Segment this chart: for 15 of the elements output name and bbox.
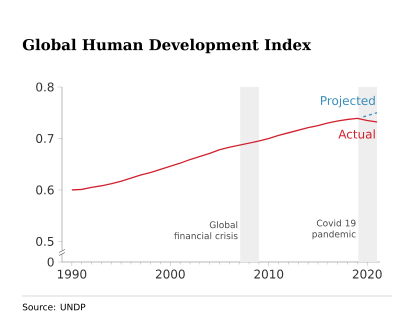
y-tick-label: 0.8: [36, 82, 54, 92]
y-tick-label: 0.5: [36, 236, 54, 246]
chart-title: Global Human Development Index: [22, 38, 312, 54]
series-label: Projected: [320, 96, 375, 108]
x-tick-label: 2020: [352, 270, 382, 279]
y-tick-label: 0.6: [36, 185, 54, 194]
x-tick-label: 2000: [156, 270, 185, 279]
band-label: Covid 19 pandemic: [312, 220, 356, 240]
y-tick-label: 0.7: [36, 134, 54, 144]
x-tick-label: 2010: [254, 270, 284, 279]
y-tick-label: 0: [48, 257, 54, 267]
x-tick-label: 1990: [58, 270, 86, 279]
series-label: Actual: [338, 129, 375, 139]
band-label: Global financial crisis: [174, 221, 238, 240]
source-note: Source: UNDP: [22, 304, 86, 310]
